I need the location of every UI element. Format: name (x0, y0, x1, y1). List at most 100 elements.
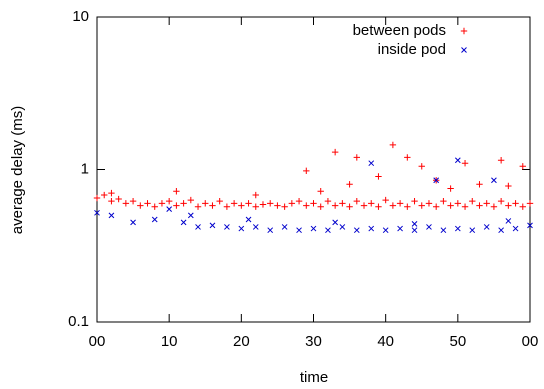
point (310, 225, 317, 232)
point (411, 197, 418, 205)
point (94, 209, 100, 216)
point (252, 191, 259, 199)
point (317, 188, 324, 195)
y-axis-label: average delay (ms) (9, 106, 26, 234)
point (252, 224, 259, 230)
point (505, 218, 512, 224)
legend-label: between pods (353, 22, 446, 39)
point (166, 206, 173, 212)
point (324, 197, 332, 205)
point (483, 200, 490, 207)
point (93, 194, 101, 202)
point (469, 227, 476, 234)
point (267, 227, 274, 234)
point (209, 202, 216, 209)
point (238, 225, 245, 232)
point (108, 212, 115, 219)
point (497, 157, 505, 164)
point (129, 197, 137, 205)
point (440, 197, 447, 205)
point (375, 203, 382, 210)
point (296, 227, 302, 234)
point (461, 203, 469, 210)
point (382, 227, 389, 234)
point (447, 202, 454, 209)
y-tick-label: 0.1 (68, 313, 89, 330)
point (202, 200, 209, 207)
point (180, 219, 187, 226)
point (317, 203, 324, 210)
point (519, 203, 526, 210)
point (432, 203, 440, 210)
point (519, 163, 526, 170)
point (425, 200, 433, 207)
point (101, 191, 108, 199)
point (353, 154, 360, 161)
point (527, 222, 533, 229)
point (295, 197, 303, 205)
point (108, 197, 115, 205)
x-tick-label: 10 (161, 333, 178, 350)
point (375, 173, 382, 180)
point (230, 200, 238, 207)
point (433, 177, 440, 184)
point (382, 196, 389, 204)
point (476, 181, 483, 188)
legend-marker (460, 27, 468, 35)
point (346, 181, 353, 188)
point (498, 227, 504, 234)
point (454, 225, 461, 232)
plot-frame (96, 16, 531, 323)
point (397, 225, 403, 232)
point (418, 163, 425, 170)
x-tick-label: 40 (377, 333, 394, 350)
point (389, 141, 397, 149)
point (411, 221, 418, 227)
point (195, 224, 201, 230)
point (151, 216, 158, 223)
point (396, 200, 404, 207)
point (505, 202, 512, 209)
point (259, 201, 267, 208)
point (224, 224, 230, 230)
point (368, 200, 375, 207)
point (339, 200, 346, 207)
point (526, 200, 534, 207)
point (267, 200, 274, 207)
point (331, 202, 339, 209)
point (325, 227, 331, 234)
x-tick-label: 50 (449, 333, 466, 350)
point (512, 200, 519, 207)
point (187, 212, 194, 219)
point (404, 154, 411, 161)
point (310, 200, 317, 207)
point (505, 182, 512, 190)
point (454, 157, 461, 164)
point (115, 195, 122, 203)
point (151, 203, 158, 210)
point (426, 224, 432, 230)
point (137, 202, 144, 209)
point (158, 200, 166, 207)
x-tick-label: 20 (233, 333, 250, 350)
point (281, 203, 288, 210)
point (281, 224, 288, 230)
x-tick-label: 30 (305, 333, 322, 350)
point (512, 225, 519, 232)
point (404, 203, 411, 210)
point (209, 222, 216, 229)
point (108, 189, 115, 197)
point (339, 224, 346, 230)
point (130, 219, 136, 226)
x-axis-label: time (300, 369, 328, 386)
y-tick-label: 1 (81, 160, 89, 177)
point (490, 203, 498, 210)
point (173, 202, 180, 209)
point (440, 227, 447, 234)
point (469, 197, 476, 205)
point (360, 202, 368, 209)
legend-label: inside pod (378, 41, 446, 58)
x-tick-label: 00 (522, 333, 539, 350)
point (483, 224, 490, 230)
